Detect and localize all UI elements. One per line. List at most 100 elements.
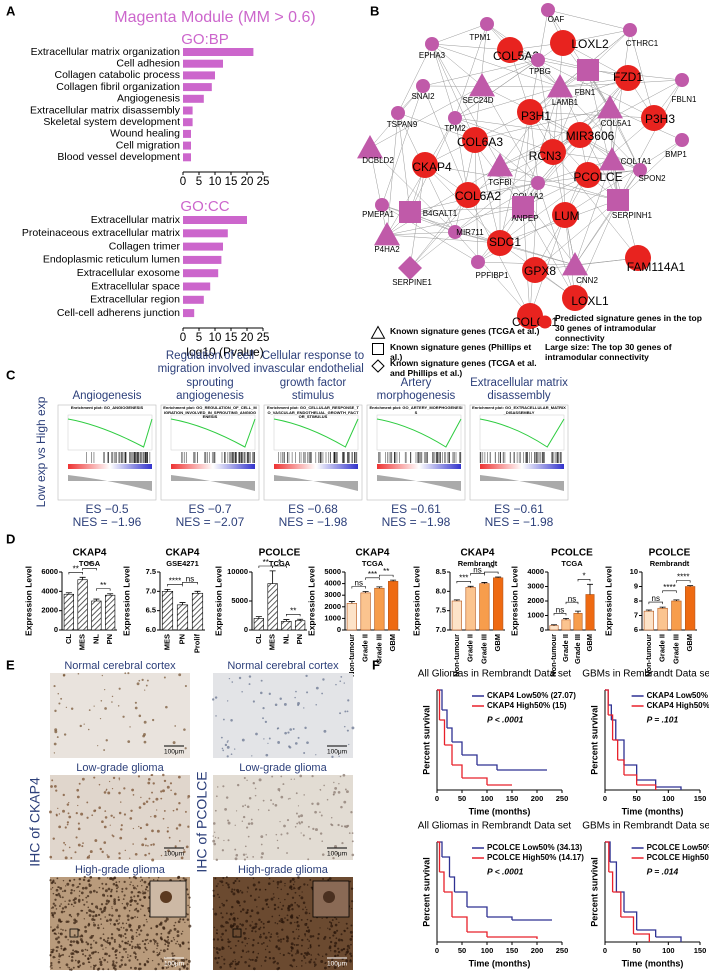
cell xyxy=(161,960,164,963)
cell xyxy=(156,953,160,957)
x-tick-label: Non-tumour xyxy=(549,634,558,677)
cell xyxy=(52,892,55,895)
cell xyxy=(339,680,342,683)
p-value: P = .014 xyxy=(647,866,679,876)
cell xyxy=(334,923,338,927)
error-bar xyxy=(297,618,304,621)
cell xyxy=(316,937,320,940)
cell xyxy=(57,940,61,944)
cell xyxy=(115,919,119,922)
x-tick-label: 20 xyxy=(241,332,254,344)
category-label: Extracellular matrix organization xyxy=(31,46,181,58)
cell xyxy=(241,908,245,911)
cell xyxy=(57,932,60,934)
node-label: EPHA3 xyxy=(419,51,446,60)
legend-label: PCOLCE High50% (12.53) xyxy=(647,853,709,862)
cell xyxy=(296,924,300,928)
cell xyxy=(247,886,249,889)
cell xyxy=(181,964,184,968)
cell xyxy=(295,965,298,968)
cell xyxy=(70,959,74,962)
cell xyxy=(278,914,281,917)
cell xyxy=(256,911,260,915)
cell xyxy=(315,703,317,706)
cell xyxy=(277,939,280,942)
cell xyxy=(59,966,61,969)
significance-bracket xyxy=(96,588,111,591)
cell xyxy=(61,907,65,910)
gsea-curve xyxy=(376,418,462,448)
cell xyxy=(52,916,55,918)
survival-step xyxy=(624,911,638,930)
bar xyxy=(183,153,191,162)
cell xyxy=(266,921,269,924)
cell xyxy=(251,926,255,930)
cell xyxy=(60,910,64,914)
cell xyxy=(113,902,117,906)
cell xyxy=(293,888,295,890)
cell xyxy=(345,951,349,954)
node xyxy=(567,122,593,148)
cell xyxy=(350,943,352,946)
cell xyxy=(109,780,111,783)
significance-bracket xyxy=(676,580,691,583)
cell xyxy=(58,958,60,961)
cell xyxy=(110,933,114,936)
cell xyxy=(69,943,72,946)
cell xyxy=(108,913,111,917)
edge xyxy=(454,231,576,266)
cell xyxy=(129,900,133,903)
bar xyxy=(643,610,654,631)
cell xyxy=(334,955,337,958)
cell xyxy=(286,832,289,835)
cell xyxy=(260,835,264,839)
node xyxy=(550,30,576,56)
cell xyxy=(345,825,349,829)
cell xyxy=(244,960,247,964)
error-bar xyxy=(551,624,557,626)
cell xyxy=(328,877,332,880)
cell xyxy=(119,836,123,840)
legend-symbol xyxy=(372,343,384,355)
cell xyxy=(107,855,110,859)
cell xyxy=(272,961,275,964)
cell xyxy=(142,802,146,806)
cell xyxy=(53,752,56,754)
node xyxy=(541,3,555,17)
cell xyxy=(213,822,216,825)
cell xyxy=(125,887,128,890)
cell xyxy=(331,959,334,962)
side-label: IHC of PCOLCE xyxy=(194,771,210,872)
cell xyxy=(88,914,92,917)
cell xyxy=(118,856,121,860)
x-tick-label: 100 xyxy=(481,946,494,955)
cell xyxy=(221,916,224,919)
cell xyxy=(127,740,131,743)
cell xyxy=(87,728,90,731)
bar xyxy=(183,118,193,127)
cell xyxy=(312,935,315,938)
cell xyxy=(81,845,84,848)
cell xyxy=(155,932,159,936)
legend-label: CKAP4 Low50% (17.47) xyxy=(647,691,709,700)
bar xyxy=(465,587,476,631)
cell xyxy=(118,918,120,920)
cell xyxy=(81,899,84,901)
category-label: Collagen trimer xyxy=(109,240,181,252)
cell xyxy=(241,923,244,927)
cell xyxy=(294,921,296,924)
cell xyxy=(137,775,141,778)
cell xyxy=(51,967,53,969)
node xyxy=(480,17,494,31)
cell xyxy=(138,962,142,966)
significance-label: **** xyxy=(663,583,675,592)
cell xyxy=(134,945,137,949)
cell xyxy=(109,923,112,925)
x-tick-label: GBM xyxy=(585,634,594,652)
y-tick-label: 2000 xyxy=(527,596,544,605)
cell xyxy=(82,953,85,956)
cell xyxy=(279,901,281,904)
cell xyxy=(297,815,301,818)
cell xyxy=(314,810,317,814)
cell xyxy=(265,753,269,757)
